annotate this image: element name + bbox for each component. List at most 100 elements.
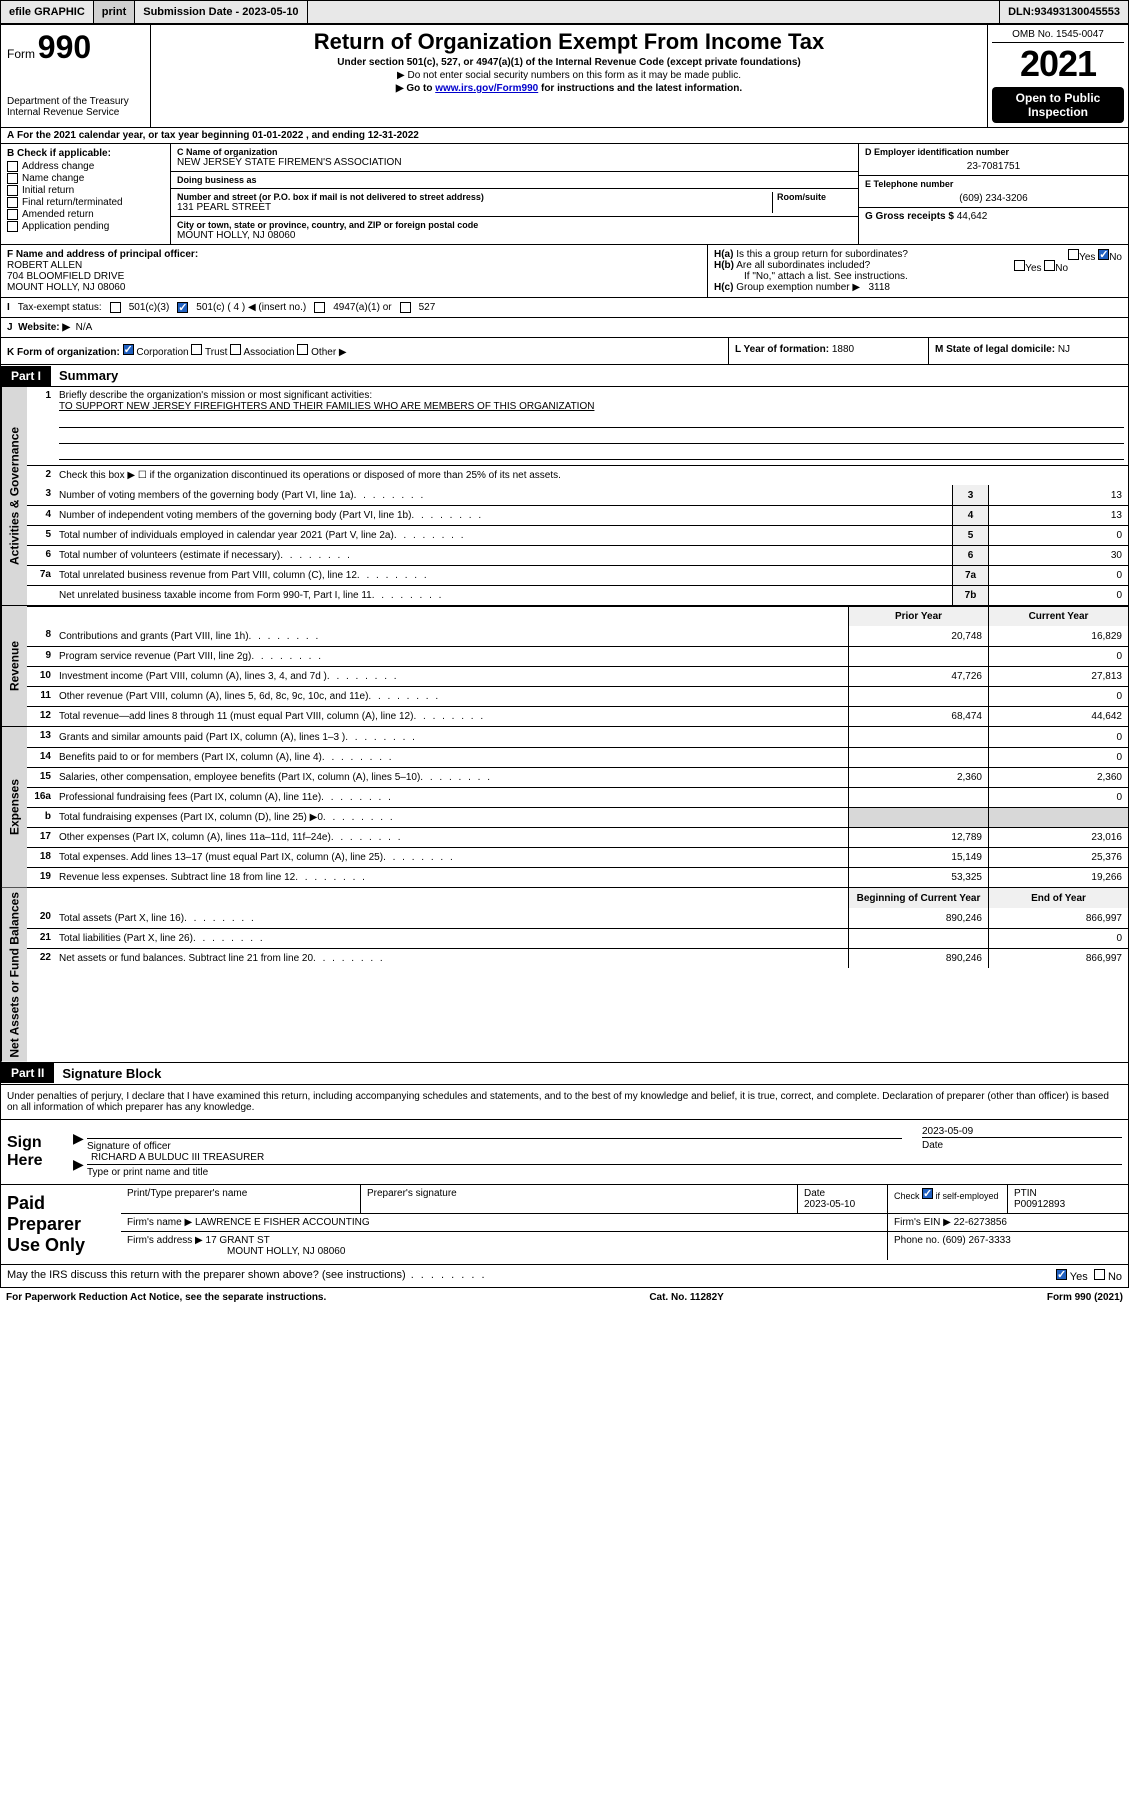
vtab-revenue: Revenue — [1, 606, 27, 726]
form-label: Form — [7, 47, 35, 61]
street-cell: Number and street (or P.O. box if mail i… — [171, 189, 858, 217]
sig-officer-label: Signature of officer — [87, 1141, 902, 1152]
tax-exempt-status-row: I Tax-exempt status: 501(c)(3) 501(c) ( … — [1, 298, 1128, 318]
tax-year: 2021 — [992, 43, 1124, 85]
part2-badge: Part II — [1, 1063, 54, 1083]
print-button[interactable]: print — [94, 1, 135, 23]
submission-date: Submission Date - 2023-05-10 — [135, 1, 307, 23]
mission-text: TO SUPPORT NEW JERSEY FIREFIGHTERS AND T… — [59, 401, 1124, 412]
other-cb[interactable] — [297, 344, 308, 355]
line1-label: Briefly describe the organization's miss… — [59, 390, 1124, 401]
col-b-checkbox[interactable] — [7, 197, 18, 208]
dept-treasury: Department of the Treasury — [7, 96, 144, 107]
governance-body: 1 Briefly describe the organization's mi… — [27, 387, 1128, 605]
gov-line: 6Total number of volunteers (estimate if… — [27, 545, 1128, 565]
data-line: 20Total assets (Part X, line 16)890,2468… — [27, 908, 1128, 928]
form-title: Return of Organization Exempt From Incom… — [159, 29, 979, 55]
header-left: Form 990 Department of the Treasury Inte… — [1, 25, 151, 127]
hb-no-cb[interactable] — [1044, 260, 1055, 271]
part1-badge: Part I — [1, 366, 51, 386]
501c-cb[interactable] — [177, 302, 188, 313]
form-990-frame: Form 990 Department of the Treasury Inte… — [0, 24, 1129, 1288]
527-cb[interactable] — [400, 302, 411, 313]
page-footer: For Paperwork Reduction Act Notice, see … — [0, 1288, 1129, 1307]
col-b-header: B Check if applicable: — [7, 148, 164, 159]
topbar-spacer — [308, 1, 1001, 23]
col-b-option: Address change — [7, 161, 164, 172]
gov-line: 4Number of independent voting members of… — [27, 505, 1128, 525]
corp-cb[interactable] — [123, 344, 134, 355]
perjury-declaration: Under penalties of perjury, I declare th… — [1, 1085, 1128, 1120]
gross-receipts: 44,642 — [957, 211, 988, 222]
col-b-option: Application pending — [7, 221, 164, 232]
may-irs-no-cb[interactable] — [1094, 1269, 1105, 1280]
assoc-cb[interactable] — [230, 344, 241, 355]
group-return-block: H(a) Is this a group return for subordin… — [708, 245, 1128, 297]
data-line: 14Benefits paid to or for members (Part … — [27, 747, 1128, 767]
self-emp-cb[interactable] — [922, 1188, 933, 1199]
net-col-headers: Beginning of Current Year End of Year — [27, 888, 1128, 908]
col-b-checkbox[interactable] — [7, 161, 18, 172]
group-exemption-num: 3118 — [868, 282, 890, 293]
section-governance: Activities & Governance 1 Briefly descri… — [1, 387, 1128, 606]
data-line: 13Grants and similar amounts paid (Part … — [27, 727, 1128, 747]
data-line: 17Other expenses (Part IX, column (A), l… — [27, 827, 1128, 847]
data-line: 22Net assets or fund balances. Subtract … — [27, 948, 1128, 968]
expenses-body: 13Grants and similar amounts paid (Part … — [27, 727, 1128, 887]
row-a-tax-year: A For the 2021 calendar year, or tax yea… — [1, 128, 1128, 144]
part2-header-row: Part II Signature Block — [1, 1063, 1128, 1085]
gov-line: 3Number of voting members of the governi… — [27, 485, 1128, 505]
sign-here-label: Sign Here — [1, 1120, 81, 1184]
org-name: NEW JERSEY STATE FIREMEN'S ASSOCIATION — [177, 157, 852, 168]
data-line: 21Total liabilities (Part X, line 26)0 — [27, 928, 1128, 948]
col-b-checkbox[interactable] — [7, 209, 18, 220]
state-domicile: M State of legal domicile: NJ — [928, 338, 1128, 364]
firm-name-cell: Firm's name ▶ LAWRENCE E FISHER ACCOUNTI… — [121, 1214, 888, 1231]
col-c-name-addr: C Name of organization NEW JERSEY STATE … — [171, 144, 858, 244]
ptin-cell: PTINP00912893 — [1008, 1185, 1128, 1213]
may-irs-row: May the IRS discuss this return with the… — [1, 1265, 1128, 1287]
part1-title: Summary — [51, 365, 126, 386]
dln: DLN: 93493130045553 — [1000, 1, 1128, 23]
header-right: OMB No. 1545-0047 2021 Open to Public In… — [988, 25, 1128, 127]
netassets-body: Beginning of Current Year End of Year 20… — [27, 888, 1128, 1062]
subtitle-3: ▶ Go to www.irs.gov/Form990 for instruct… — [159, 83, 979, 94]
data-line: 18Total expenses. Add lines 13–17 (must … — [27, 847, 1128, 867]
data-line: 12Total revenue—add lines 8 through 11 (… — [27, 706, 1128, 726]
officer-printed-name: RICHARD A BULDUC III TREASURER — [91, 1152, 264, 1163]
firm-ein-cell: Firm's EIN ▶ 22-6273856 — [888, 1214, 1128, 1231]
col-b-option: Name change — [7, 173, 164, 184]
col-right-ids: D Employer identification number 23-7081… — [858, 144, 1128, 244]
hb-yes-cb[interactable] — [1014, 260, 1025, 271]
may-irs-yes-cb[interactable] — [1056, 1269, 1067, 1280]
gov-line: Net unrelated business taxable income fr… — [27, 585, 1128, 605]
part2-title: Signature Block — [54, 1063, 169, 1084]
org-name-cell: C Name of organization NEW JERSEY STATE … — [171, 144, 858, 172]
col-b-checkbox[interactable] — [7, 221, 18, 232]
form-number: 990 — [38, 29, 91, 65]
4947-cb[interactable] — [314, 302, 325, 313]
line2-text: Check this box ▶ ☐ if the organization d… — [55, 466, 1128, 485]
col-b-checkbox[interactable] — [7, 173, 18, 184]
sign-here-row: Sign Here ▶ Signature of officer 2023-05… — [1, 1120, 1128, 1185]
rev-col-headers: Prior Year Current Year — [27, 606, 1128, 626]
irs-link[interactable]: www.irs.gov/Form990 — [435, 83, 538, 94]
501c3-cb[interactable] — [110, 302, 121, 313]
ein: 23-7081751 — [865, 161, 1122, 172]
officer-group-block: F Name and address of principal officer:… — [1, 245, 1128, 298]
col-b-checkboxes: B Check if applicable: Address changeNam… — [1, 144, 171, 244]
city-state-zip: MOUNT HOLLY, NJ 08060 — [177, 230, 852, 241]
officer-name: ROBERT ALLEN — [7, 260, 82, 271]
identity-block: B Check if applicable: Address changeNam… — [1, 144, 1128, 245]
col-b-checkbox[interactable] — [7, 185, 18, 196]
footer-catno: Cat. No. 11282Y — [649, 1292, 723, 1303]
trust-cb[interactable] — [191, 344, 202, 355]
ha-yes-cb[interactable] — [1068, 249, 1079, 260]
header-center: Return of Organization Exempt From Incom… — [151, 25, 988, 127]
k-left: K Form of organization: Corporation Trus… — [1, 338, 728, 364]
officer-addr2: MOUNT HOLLY, NJ 08060 — [7, 282, 125, 293]
gov-line: 7aTotal unrelated business revenue from … — [27, 565, 1128, 585]
part1-header-row: Part I Summary — [1, 365, 1128, 387]
section-revenue: Revenue Prior Year Current Year 8Contrib… — [1, 606, 1128, 727]
ha-no-cb[interactable] — [1098, 249, 1109, 260]
